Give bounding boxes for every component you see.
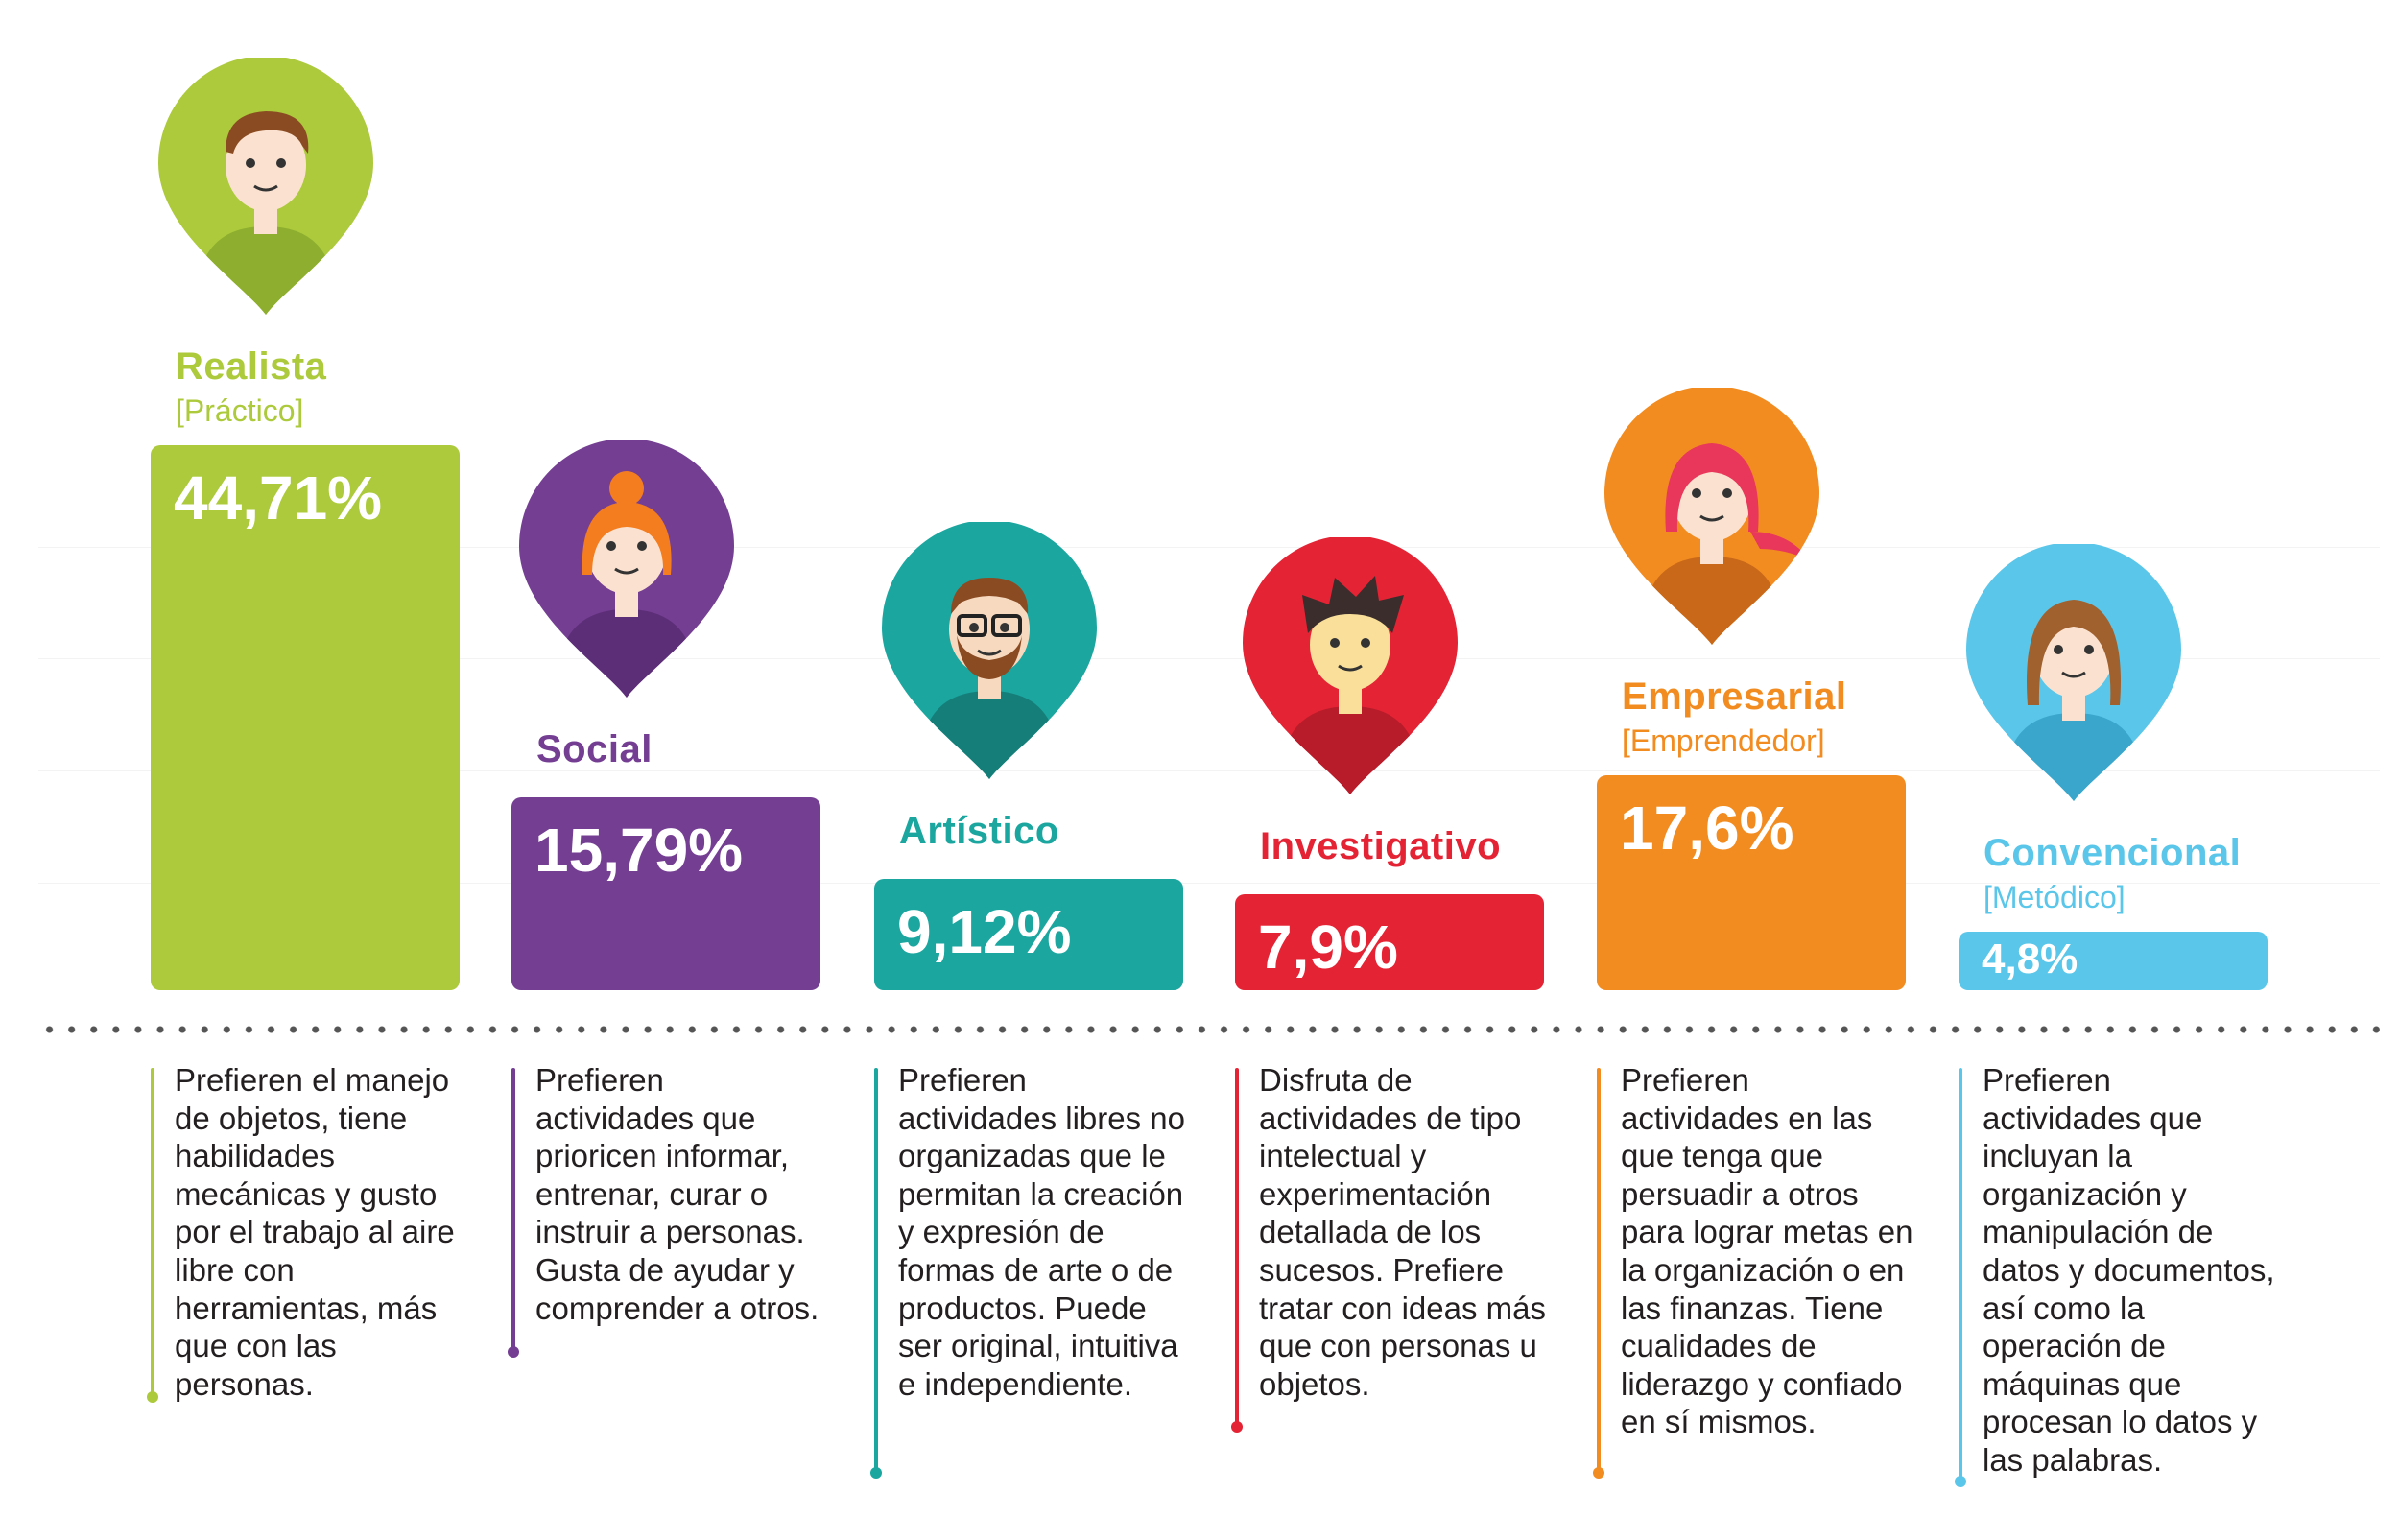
avatar-bearded-glasses-man-icon <box>874 522 1104 791</box>
category-column: Realista [Práctico] 44,71% Prefieren el man… <box>147 0 467 1540</box>
description-line <box>1231 1068 1243 1433</box>
gridline <box>38 883 2380 884</box>
data-label: 15,79% <box>534 816 744 886</box>
category-label: Convencional <box>1983 832 2242 875</box>
category-subtitle: [Metódico] <box>1983 880 2126 915</box>
bar: 15,79% <box>511 797 820 990</box>
baseline-divider <box>38 1026 2380 1033</box>
category-description: Prefieren actividades que prioricen info… <box>535 1062 819 1326</box>
bar: 17,6% <box>1597 775 1906 990</box>
bar: 7,9% <box>1235 893 1544 990</box>
data-label: 9,12% <box>897 897 1072 967</box>
avatar-spiky-hair-boy-icon <box>1235 536 1465 806</box>
category-description: Prefieren actividades en las que tenga q… <box>1621 1062 1913 1440</box>
category-description: Disfruta de actividades de tipo intelect… <box>1259 1062 1546 1402</box>
description-line <box>147 1068 158 1403</box>
avatar-pink-hair-woman-icon <box>1597 388 1827 656</box>
bar: 9,12% <box>874 879 1183 990</box>
data-label: 17,6% <box>1620 794 1794 864</box>
category-description: Prefieren actividades libres no organiza… <box>898 1062 1185 1402</box>
description-line <box>1955 1068 1966 1487</box>
description-dot <box>870 1467 882 1479</box>
avatar-brown-hair-boy-icon <box>151 58 381 326</box>
category-label: Social <box>536 728 653 771</box>
data-label: 7,9% <box>1258 912 1398 982</box>
description-dot <box>1593 1467 1604 1479</box>
data-label: 44,71% <box>174 463 383 533</box>
category-label: Realista <box>176 345 327 389</box>
category-column: Empresarial [Emprendedor] 17,6% Prefieren a… <box>1593 0 1913 1540</box>
category-label: Empresarial <box>1622 675 1847 719</box>
category-column: Convencional [Metódico] 4,8% Prefieren acti… <box>1955 0 2275 1540</box>
data-label: 4,8% <box>1982 936 2078 983</box>
avatar-long-brown-hair-woman-icon <box>1959 544 2189 813</box>
bar: 4,8% <box>1959 932 2268 990</box>
description-line <box>1593 1068 1604 1479</box>
description-line <box>870 1068 882 1479</box>
category-column: Investigativo 7,9% Disfruta de actividades… <box>1231 0 1552 1540</box>
category-label: Investigativo <box>1260 824 1502 867</box>
avatar-orange-bun-glasses-girl-icon <box>511 440 742 709</box>
gridline <box>38 547 2380 548</box>
category-subtitle: [Emprendedor] <box>1622 723 1825 759</box>
description-dot <box>1955 1476 1966 1487</box>
bar: 44,71% <box>151 445 460 990</box>
description-line <box>508 1068 519 1358</box>
category-column: Artístico 9,12% Prefieren actividades libr… <box>870 0 1191 1540</box>
description-dot <box>147 1391 158 1403</box>
category-description: Prefieren el manejo de objetos, tiene ha… <box>175 1062 455 1402</box>
description-dot <box>508 1346 519 1358</box>
description-dot <box>1231 1421 1243 1433</box>
category-description: Prefieren actividades que incluyan la or… <box>1983 1062 2275 1478</box>
category-column: Social 15,79% Prefieren actividades que pr… <box>508 0 828 1540</box>
gridline <box>38 658 2380 659</box>
category-subtitle: [Práctico] <box>176 393 304 429</box>
gridline <box>38 770 2380 771</box>
category-label: Artístico <box>899 810 1059 853</box>
